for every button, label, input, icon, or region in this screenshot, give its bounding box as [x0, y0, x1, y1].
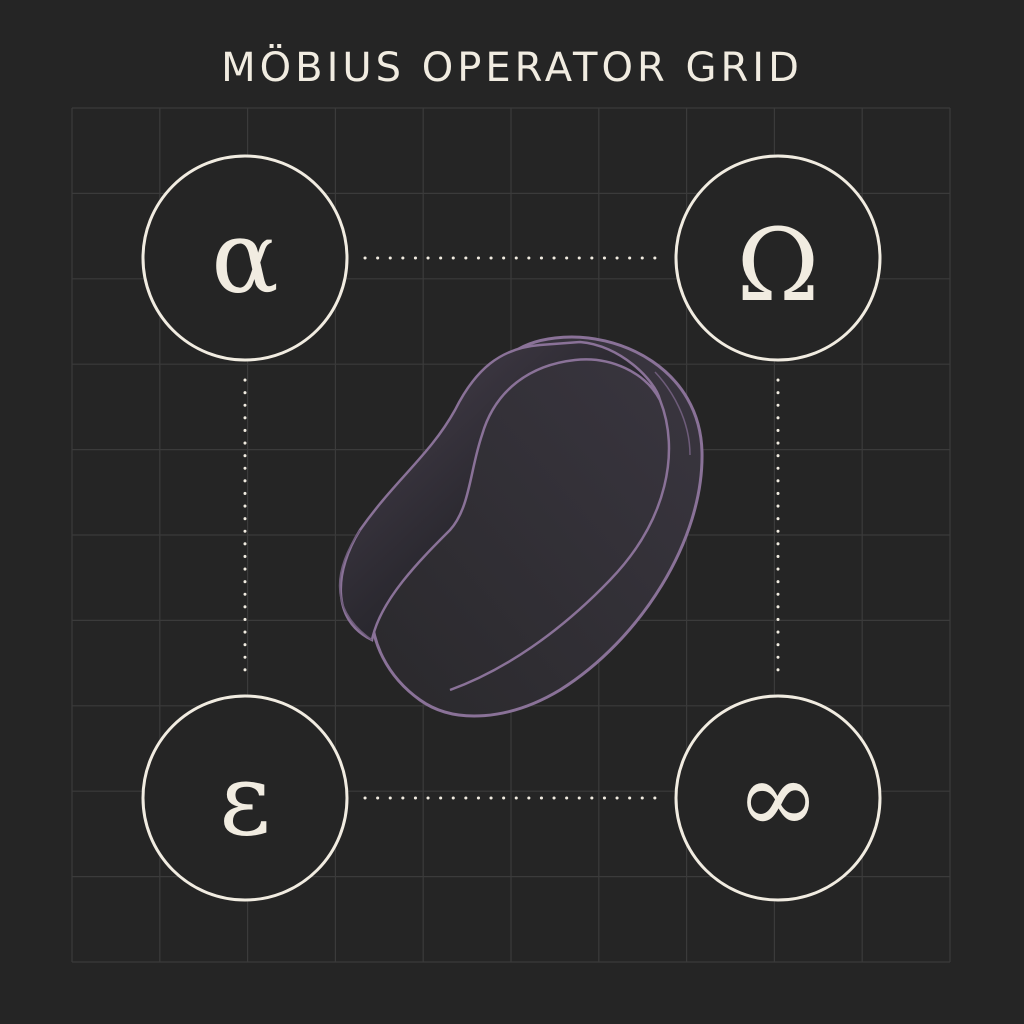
- epsilon-glyph: ε: [219, 741, 271, 858]
- node-alpha: α: [141, 154, 349, 362]
- omega-glyph: Ω: [737, 207, 820, 324]
- page-title: MÖBIUS OPERATOR GRID: [221, 45, 803, 91]
- connectors: [243, 256, 780, 800]
- mobius-strip-icon: [338, 335, 704, 718]
- infinity-glyph: ∞: [736, 739, 819, 856]
- alpha-glyph: α: [211, 199, 279, 316]
- node-epsilon: ε: [141, 694, 349, 902]
- node-infinity: ∞: [674, 694, 882, 902]
- node-omega: Ω: [674, 154, 882, 362]
